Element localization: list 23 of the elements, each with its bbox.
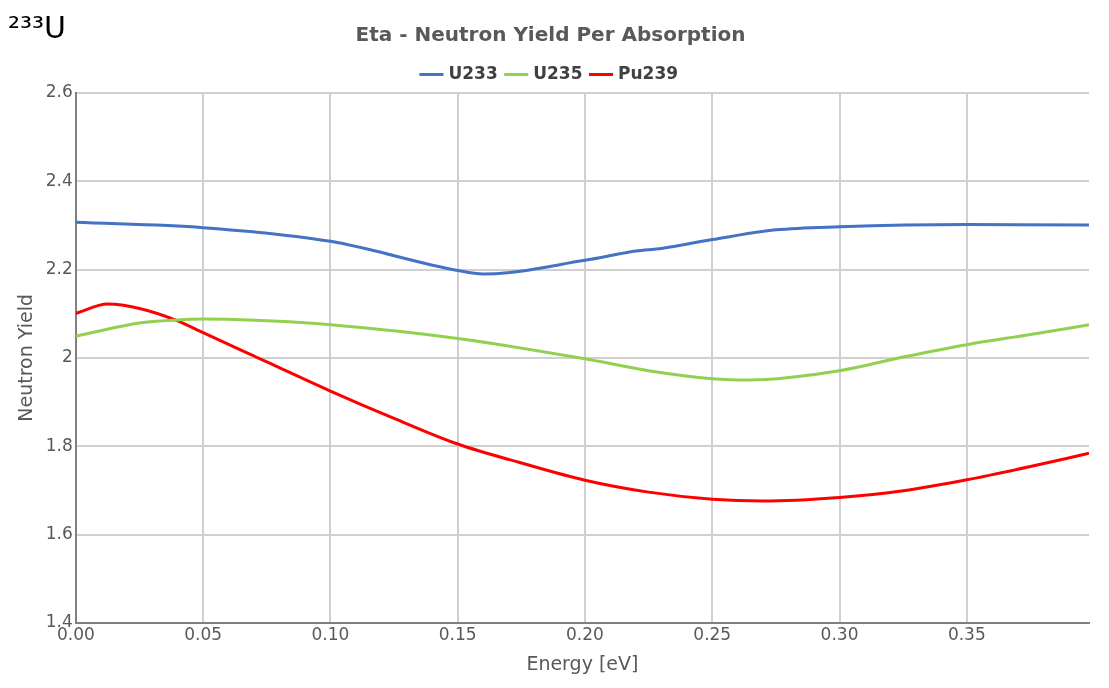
x-tick-label: 0.30 bbox=[820, 624, 859, 645]
y-tick-label: 2.4 bbox=[45, 169, 73, 190]
x-tick-label: 0.05 bbox=[184, 624, 223, 645]
legend-label: U235 bbox=[533, 62, 583, 83]
x-tick-label: 0.10 bbox=[311, 624, 350, 645]
y-axis-title: Neutron Yield bbox=[14, 294, 37, 422]
x-tick-label: 0.25 bbox=[693, 624, 732, 645]
line-series bbox=[75, 220, 1089, 276]
text: ²³³U bbox=[8, 10, 67, 45]
x-tick-label: 0.15 bbox=[438, 624, 477, 645]
y-tick-label: 1.8 bbox=[45, 434, 73, 455]
x-tick-label: 0.35 bbox=[947, 624, 986, 645]
legend-label: Pu239 bbox=[618, 62, 679, 83]
y-tick-label: 2.6 bbox=[45, 81, 73, 102]
line-series bbox=[75, 302, 1089, 503]
y-tick-label: 2 bbox=[62, 346, 73, 367]
x-axis-title: Energy [eV] bbox=[526, 651, 639, 674]
chart-title: Eta - Neutron Yield Per Absorption bbox=[355, 22, 746, 47]
line-series bbox=[75, 317, 1089, 382]
x-tick-label: 0.20 bbox=[566, 624, 604, 645]
y-tick-label: 2.2 bbox=[45, 258, 73, 279]
y-tick-label: 1.6 bbox=[45, 522, 73, 543]
legend-label: U233 bbox=[448, 62, 498, 83]
